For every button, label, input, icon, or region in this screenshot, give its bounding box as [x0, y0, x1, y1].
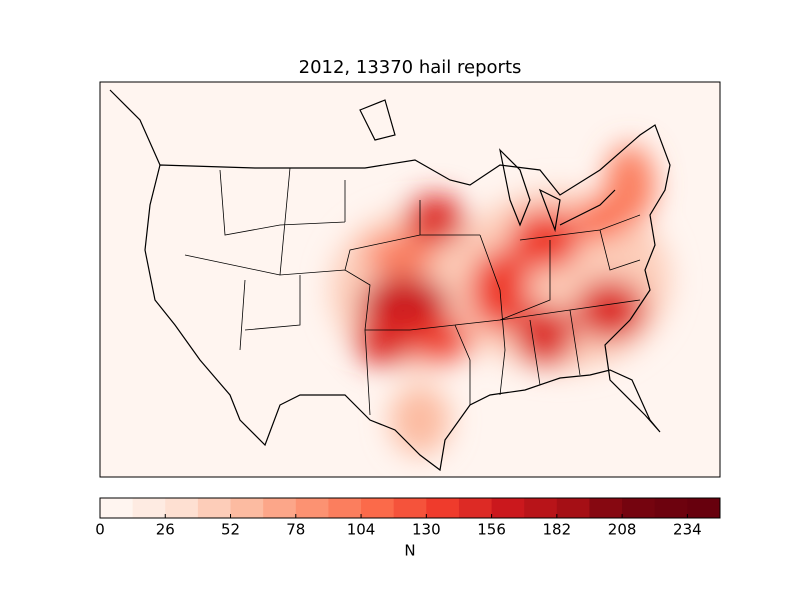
colorbar-tick-label: 234 [673, 521, 702, 539]
colorbar-bin [230, 498, 264, 518]
colorbar-bin [132, 498, 166, 518]
coastline [144, 124, 671, 472]
colorbar-tick-label: 156 [477, 521, 506, 539]
colorbar-bin [100, 498, 134, 518]
colorbar-bin [589, 498, 623, 518]
colorbar-bin [197, 498, 232, 518]
colorbar-bin [165, 498, 199, 518]
colorbar-bin [622, 498, 656, 518]
colorbar-bin [426, 498, 460, 518]
colorbar-label: N [404, 542, 415, 560]
state-lines [184, 167, 641, 416]
colorbar-bin [295, 498, 329, 518]
colorbar-bin [328, 498, 362, 518]
colorbar-tick-label: 0 [95, 521, 105, 539]
colorbar-bin [263, 498, 297, 518]
colorbar-bin [458, 498, 493, 518]
colorbar-frame [99, 497, 721, 519]
axes-frame [99, 81, 721, 478]
chart-title: 2012, 13370 hail reports [299, 57, 522, 78]
colorbar-tick-label: 104 [347, 521, 376, 539]
colorbar-bin [393, 498, 427, 518]
colorbar-bin [361, 498, 395, 518]
colorbar-tick-label: 208 [608, 521, 637, 539]
heat-field [330, 145, 670, 455]
colorbar-tick-label: 26 [156, 521, 175, 539]
colorbar-tick-label: 78 [286, 521, 305, 539]
colorbar-tick-label: 130 [412, 521, 441, 539]
map [100, 82, 720, 477]
canada-lakes [109, 89, 616, 233]
colorbar-bin [556, 498, 590, 518]
colorbar-bin [654, 498, 688, 518]
colorbar-bin [687, 498, 721, 518]
colorbar [100, 498, 721, 518]
colorbar-tick-label: 182 [543, 521, 572, 539]
colorbar-tick-label: 52 [221, 521, 240, 539]
colorbar-bin [524, 498, 558, 518]
colorbar-bin [491, 498, 525, 518]
